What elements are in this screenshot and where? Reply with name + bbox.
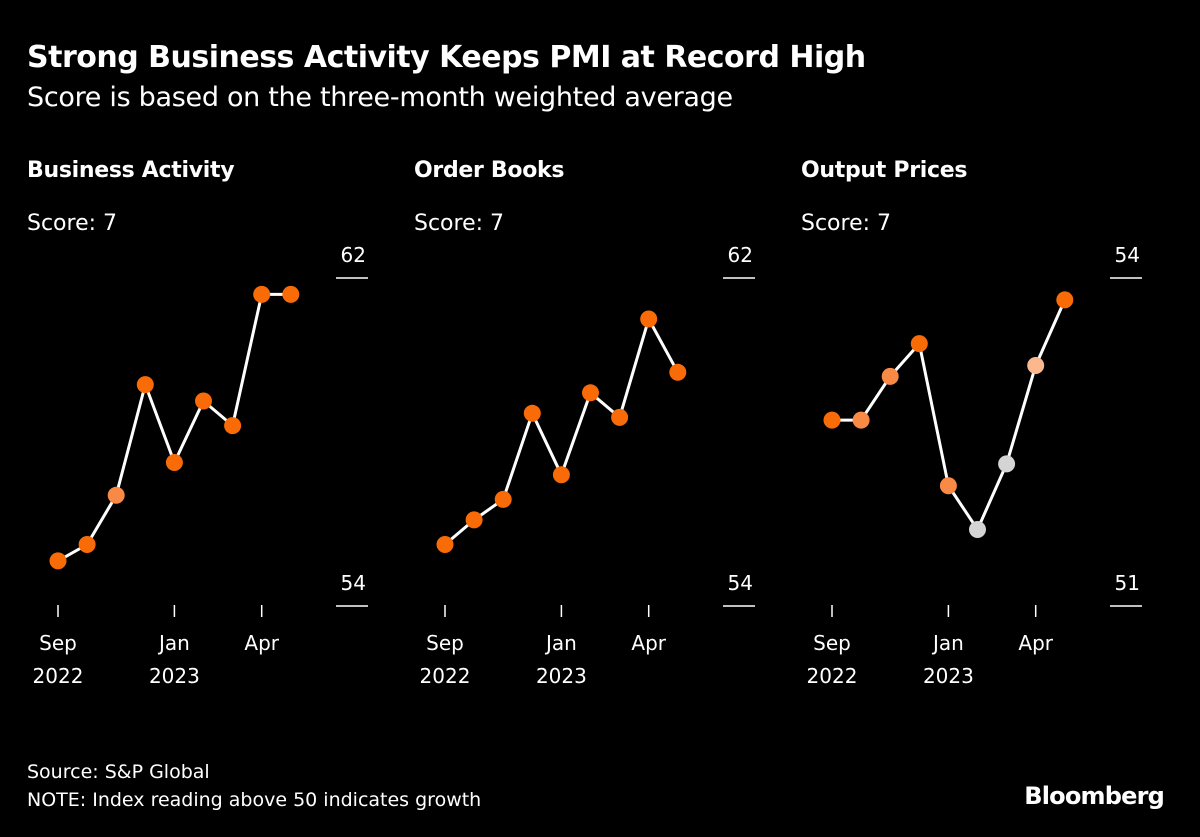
- data-point: [669, 363, 687, 381]
- x-tick-label: Jan: [157, 631, 190, 655]
- data-point: [78, 536, 96, 553]
- panel-score-business-activity: Score: 7: [27, 211, 118, 236]
- data-point: [939, 477, 957, 495]
- series-line: [57, 292, 291, 563]
- data-point: [494, 490, 512, 508]
- x-tick-label: Apr: [1018, 631, 1053, 655]
- data-point: [253, 285, 271, 303]
- y-tick-label: 54: [728, 571, 753, 595]
- data-point: [224, 417, 242, 435]
- panel-score-order-books: Score: 7: [414, 211, 505, 236]
- data-point: [49, 552, 67, 570]
- x-tick-year: 2022: [420, 664, 471, 688]
- data-point: [852, 411, 870, 429]
- y-tick-label: 54: [1115, 243, 1140, 267]
- x-tick-year: 2023: [923, 664, 974, 688]
- bloomberg-logo: Bloomberg: [1024, 782, 1165, 810]
- series-line: [444, 317, 680, 546]
- panel-score-output-prices: Score: 7: [801, 211, 892, 236]
- x-tick-year: 2022: [807, 664, 858, 688]
- x-tick-label: Sep: [813, 631, 851, 655]
- y-tick-label: 62: [728, 243, 753, 267]
- data-point: [523, 404, 541, 422]
- x-tick-label: Apr: [631, 631, 666, 655]
- panel-title-output-prices: Output Prices: [801, 158, 968, 183]
- data-point: [881, 367, 899, 385]
- x-tick-label: Jan: [544, 631, 577, 655]
- data-point: [136, 376, 154, 394]
- data-point: [552, 466, 570, 484]
- data-point: [465, 511, 483, 529]
- x-tick-label: Jan: [931, 631, 964, 655]
- data-point: [436, 536, 454, 553]
- data-point: [107, 486, 125, 504]
- data-point: [195, 392, 212, 410]
- data-point: [640, 310, 658, 328]
- x-tick-label: Sep: [426, 631, 464, 655]
- data-point: [910, 335, 928, 353]
- data-point: [998, 455, 1016, 473]
- data-point: [611, 408, 629, 426]
- footnote: NOTE: Index reading above 50 indicates g…: [27, 789, 482, 811]
- chart-title: Strong Business Activity Keeps PMI at Re…: [27, 40, 866, 75]
- data-point: [582, 384, 599, 402]
- data-point: [823, 411, 841, 429]
- source-note: Source: S&P Global: [27, 761, 210, 783]
- data-point: [165, 454, 183, 471]
- panel-title-business-activity: Business Activity: [27, 158, 235, 183]
- data-point: [1056, 291, 1074, 309]
- x-tick-year: 2022: [33, 664, 84, 688]
- data-point: [969, 520, 986, 538]
- y-tick-label: 54: [341, 571, 366, 595]
- y-tick-label: 62: [341, 243, 366, 267]
- y-tick-label: 51: [1115, 571, 1140, 595]
- data-point: [1027, 356, 1045, 374]
- data-point: [282, 285, 300, 303]
- chart-subtitle: Score is based on the three-month weight…: [27, 82, 733, 113]
- x-tick-year: 2023: [536, 664, 587, 688]
- x-tick-label: Sep: [39, 631, 77, 655]
- x-tick-year: 2023: [149, 664, 200, 688]
- panel-title-order-books: Order Books: [414, 158, 565, 183]
- x-tick-label: Apr: [244, 631, 279, 655]
